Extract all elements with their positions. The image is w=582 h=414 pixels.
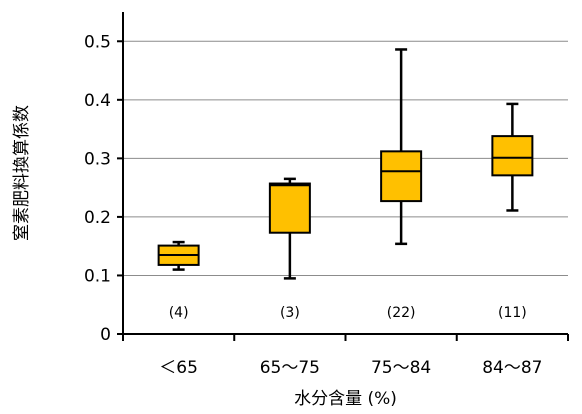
x-tick-label: 84〜87 [482, 358, 542, 378]
sample-count-label: (3) [280, 305, 300, 321]
y-tick-label: 0.3 [84, 149, 111, 169]
sample-count-label: (4) [169, 305, 189, 321]
box-group [268, 177, 311, 280]
axes [122, 12, 568, 335]
box-group [157, 240, 200, 271]
y-tick-label: 0.1 [84, 266, 111, 286]
y-tick-label: 0 [100, 325, 111, 345]
box-group [491, 102, 534, 212]
x-tick-label: 65〜75 [260, 358, 320, 378]
x-axis-title: 水分含量 (%) [294, 389, 397, 409]
sample-count-label: (22) [387, 305, 416, 321]
y-tick-label: 0.4 [84, 91, 111, 111]
iqr-box [491, 135, 534, 177]
y-tick-label: 0.5 [84, 32, 111, 52]
sample-count-label: (11) [498, 305, 527, 321]
box-series [157, 48, 534, 280]
y-axis-title: 窒素肥料換算係数 [12, 105, 32, 241]
box-group [380, 48, 423, 246]
x-tick-label: ＜65 [159, 358, 198, 378]
x-tick-label: 75〜84 [371, 358, 431, 378]
labels: 0 0.1 0.2 0.3 0.4 0.5 (4) ＜65 (3) 65〜75 (22) 75〜84 (… [84, 32, 543, 378]
y-tick-label: 0.2 [84, 208, 111, 228]
gridlines [117, 40, 569, 341]
iqr-box [380, 150, 423, 203]
iqr-box [268, 182, 311, 234]
